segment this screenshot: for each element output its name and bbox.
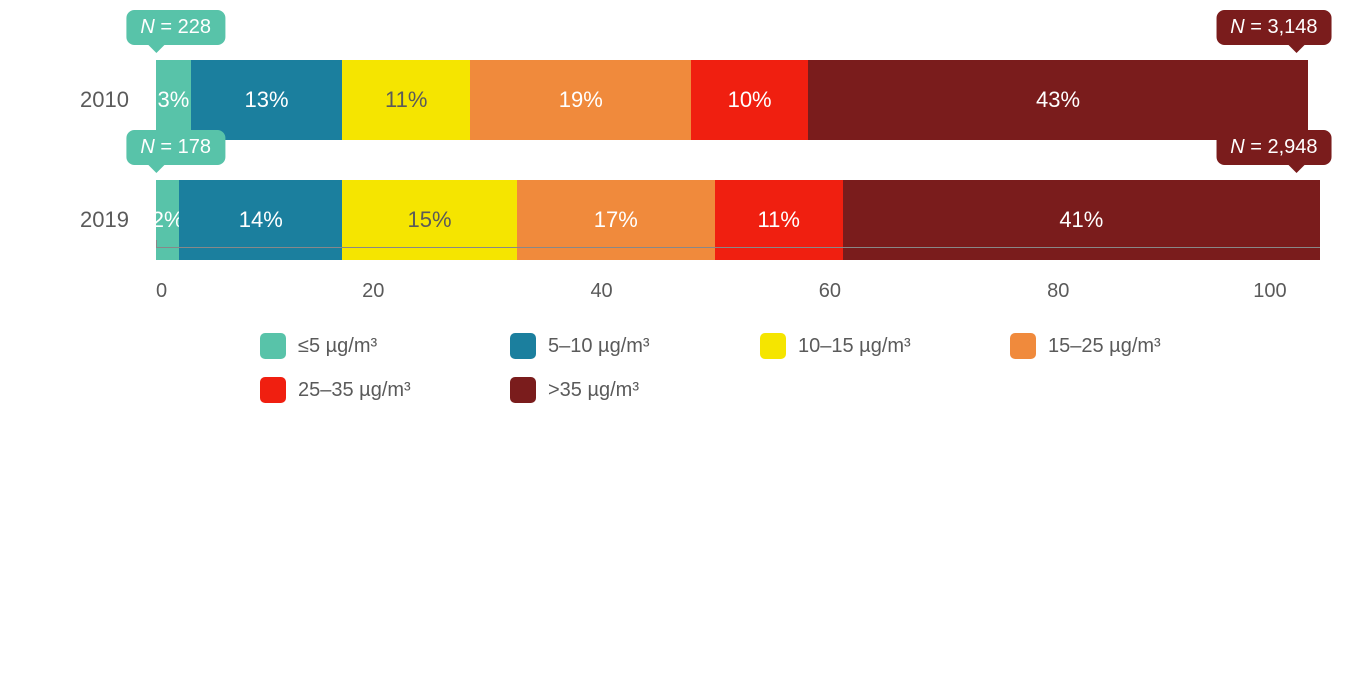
legend-label: 25–35 µg/m³ [298,379,411,402]
axis-tick: 20 [362,280,384,303]
legend-swatch [260,377,286,403]
legend-item: ≤5 µg/m³ [260,333,510,359]
legend-label: 15–25 µg/m³ [1048,335,1161,358]
bar-segment: 14% [179,180,342,260]
bar-segment: 2% [156,180,179,260]
x-axis: 0 20 40 60 80 100 [156,280,1320,303]
bar-segment: 17% [517,180,715,260]
bar-segment: 19% [470,60,691,140]
legend-label: 5–10 µg/m³ [548,335,650,358]
legend-item: >35 µg/m³ [510,377,760,403]
stacked-bar: N = 228N = 3,1483%13%11%19%10%43% [156,60,1320,140]
legend-item: 15–25 µg/m³ [1010,333,1260,359]
axis-tick: 80 [1047,280,1069,303]
legend-item: 5–10 µg/m³ [510,333,760,359]
legend-label: >35 µg/m³ [548,379,639,402]
callout-right: N = 3,148 [1216,10,1331,45]
legend-label: 10–15 µg/m³ [798,335,911,358]
bar-segment: 3% [156,60,191,140]
bar-segment: 41% [843,180,1320,260]
row-year-label: 2010 [60,87,156,113]
axis-tick: 0 [156,280,167,303]
legend-label: ≤5 µg/m³ [298,335,377,358]
callout-left: N = 228 [126,10,225,45]
axis-tick: 40 [590,280,612,303]
stacked-bar: N = 178N = 2,9482%14%15%17%11%41% [156,180,1320,260]
axis-line [156,240,1320,248]
legend-swatch [760,333,786,359]
legend-swatch [510,333,536,359]
legend-item: 25–35 µg/m³ [260,377,510,403]
legend-swatch [260,333,286,359]
axis-tick: 60 [819,280,841,303]
bar-segment: 11% [715,180,843,260]
bar-row: 2010N = 228N = 3,1483%13%11%19%10%43% [60,60,1320,140]
row-year-label: 2019 [60,207,156,233]
legend: ≤5 µg/m³ 5–10 µg/m³ 10–15 µg/m³ 15–25 µg/m³… [260,333,1320,421]
bar-segment: 13% [191,60,342,140]
bar-row: 2019N = 178N = 2,9482%14%15%17%11%41% [60,180,1320,260]
axis-tick: 100 [1253,280,1286,303]
legend-swatch [1010,333,1036,359]
callout-left: N = 178 [126,130,225,165]
legend-swatch [510,377,536,403]
bar-segment: 10% [691,60,807,140]
bar-segment: 43% [808,60,1309,140]
bar-segment: 15% [342,180,517,260]
callout-right: N = 2,948 [1216,130,1331,165]
legend-item: 10–15 µg/m³ [760,333,1010,359]
bar-segment: 11% [342,60,470,140]
stacked-bar-chart: 2010N = 228N = 3,1483%13%11%19%10%43%201… [60,60,1320,421]
